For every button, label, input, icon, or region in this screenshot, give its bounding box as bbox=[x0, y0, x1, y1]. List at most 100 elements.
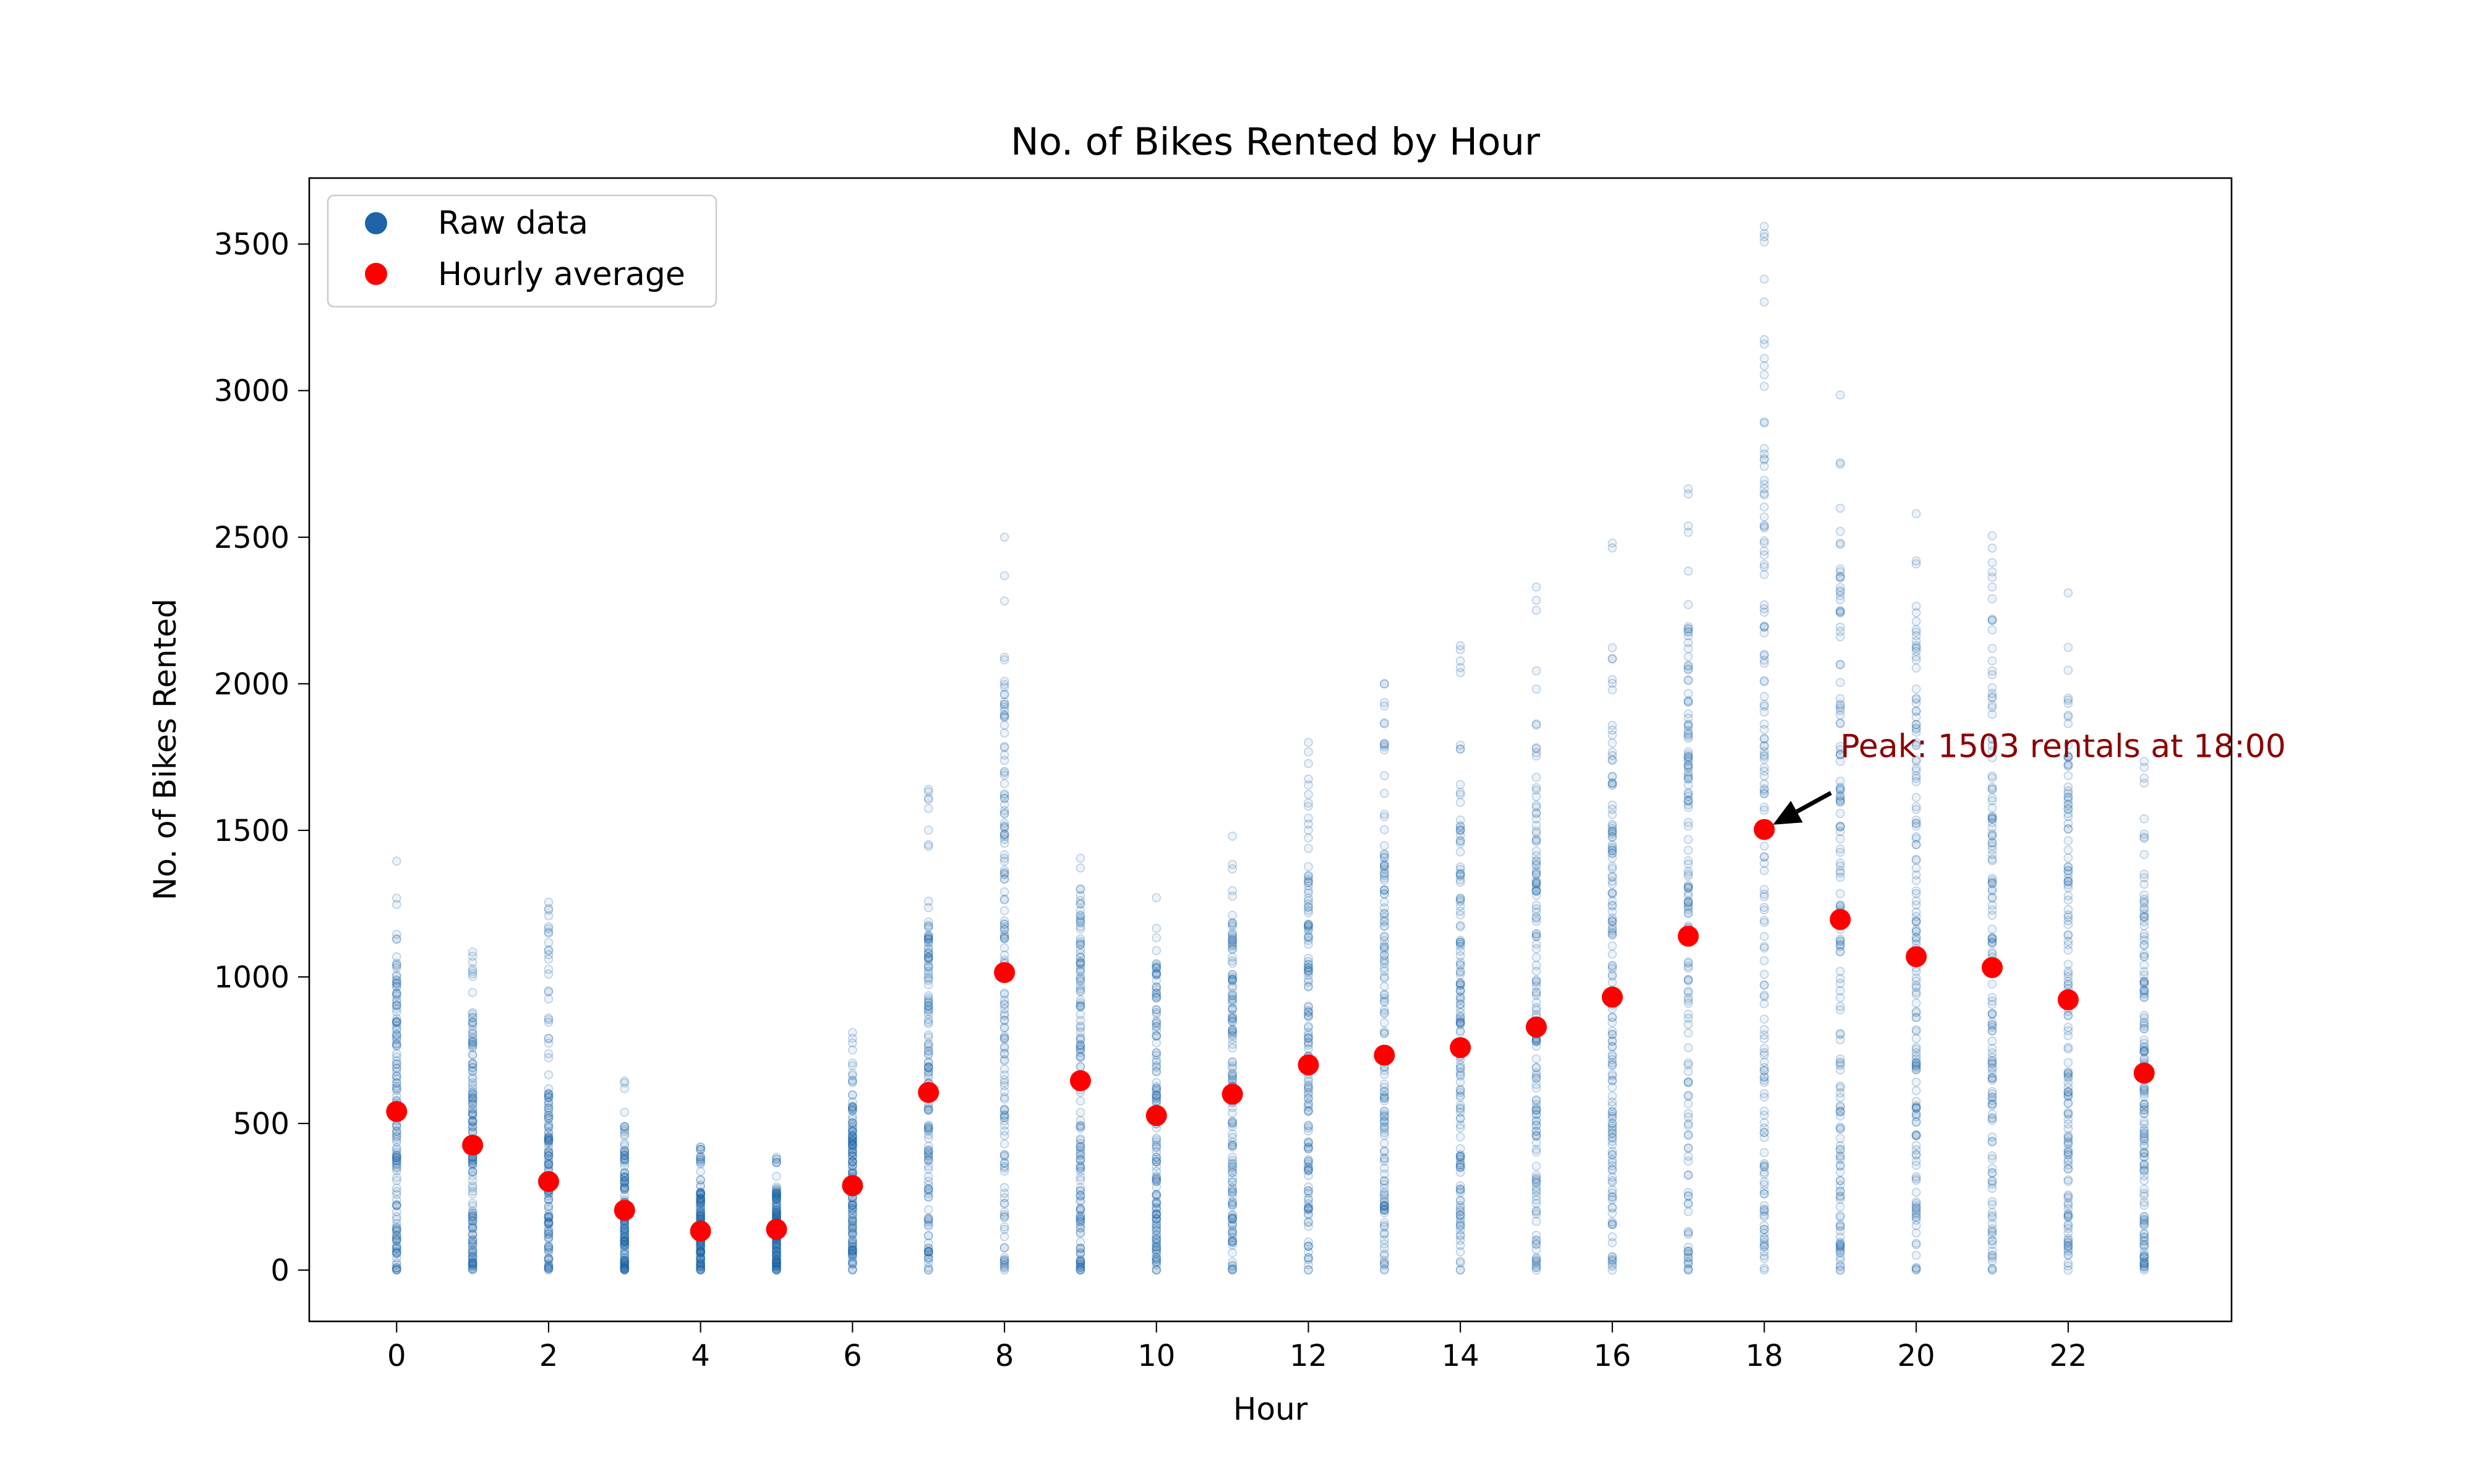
raw-point bbox=[1076, 1249, 1085, 1259]
raw-point bbox=[848, 1141, 857, 1151]
x-tick-label: 20 bbox=[1898, 1339, 1935, 1373]
raw-point bbox=[392, 1207, 401, 1216]
raw-point bbox=[1987, 1264, 1997, 1274]
raw-point bbox=[392, 1021, 401, 1030]
raw-point bbox=[1531, 582, 1541, 592]
raw-point bbox=[1076, 964, 1085, 973]
x-tick-label: 22 bbox=[2049, 1339, 2087, 1373]
raw-point bbox=[620, 1255, 630, 1265]
raw-point bbox=[696, 1252, 705, 1261]
raw-point bbox=[999, 1222, 1009, 1232]
raw-point bbox=[923, 1247, 933, 1257]
raw-point bbox=[468, 1110, 477, 1119]
raw-point bbox=[772, 1188, 781, 1198]
raw-point bbox=[392, 1039, 401, 1049]
raw-point bbox=[468, 1083, 477, 1093]
raw-point bbox=[392, 1030, 401, 1039]
raw-point bbox=[1076, 986, 1085, 996]
raw-point bbox=[2063, 1010, 2073, 1020]
raw-point bbox=[468, 1216, 477, 1226]
raw-point bbox=[544, 1132, 554, 1142]
average-point bbox=[690, 1220, 711, 1242]
plot-area bbox=[309, 178, 2232, 1321]
raw-point bbox=[1760, 600, 1769, 610]
raw-point bbox=[696, 1187, 705, 1197]
raw-point bbox=[620, 1122, 630, 1131]
raw-point bbox=[620, 1175, 630, 1185]
raw-point bbox=[1152, 945, 1162, 955]
raw-point bbox=[2063, 719, 2073, 728]
raw-point bbox=[1152, 1243, 1162, 1252]
raw-point bbox=[620, 1255, 630, 1265]
raw-point bbox=[1455, 780, 1465, 790]
raw-point bbox=[468, 1009, 477, 1019]
raw-point bbox=[544, 1033, 554, 1043]
raw-point bbox=[2063, 966, 2073, 976]
raw-point bbox=[1152, 1137, 1162, 1147]
raw-point bbox=[1531, 886, 1541, 896]
raw-point bbox=[1987, 905, 1997, 915]
raw-point bbox=[1228, 918, 1237, 927]
raw-point bbox=[1076, 1243, 1085, 1253]
raw-point bbox=[392, 1234, 401, 1244]
raw-point bbox=[2139, 1105, 2149, 1115]
raw-point bbox=[544, 1245, 554, 1255]
raw-point bbox=[2139, 909, 2149, 919]
raw-point bbox=[468, 1239, 477, 1248]
raw-point bbox=[620, 1258, 630, 1267]
raw-point bbox=[1152, 1265, 1162, 1275]
raw-point bbox=[1760, 1229, 1769, 1239]
raw-point bbox=[468, 1043, 477, 1052]
raw-point bbox=[1228, 1258, 1237, 1267]
raw-point bbox=[696, 1195, 705, 1205]
raw-point bbox=[696, 1207, 705, 1217]
raw-point bbox=[1760, 1148, 1769, 1158]
raw-point bbox=[923, 1145, 933, 1155]
raw-point bbox=[1152, 1176, 1162, 1186]
raw-point bbox=[544, 1233, 554, 1243]
raw-point bbox=[1455, 798, 1465, 808]
raw-point bbox=[848, 1200, 857, 1209]
raw-point bbox=[999, 829, 1009, 838]
raw-point bbox=[620, 1232, 630, 1242]
raw-point bbox=[999, 697, 1009, 707]
raw-point bbox=[848, 1126, 857, 1136]
raw-point bbox=[923, 972, 933, 982]
raw-point bbox=[620, 1264, 630, 1273]
raw-point bbox=[468, 1235, 477, 1244]
raw-point bbox=[468, 1230, 477, 1240]
raw-point bbox=[392, 991, 401, 1000]
raw-point bbox=[1228, 974, 1237, 984]
raw-point bbox=[696, 1264, 705, 1274]
raw-point bbox=[1076, 1175, 1085, 1185]
y-axis-label: No. of Bikes Rented bbox=[147, 599, 183, 900]
raw-point bbox=[999, 690, 1009, 699]
raw-point bbox=[392, 1253, 401, 1263]
raw-point bbox=[1531, 1132, 1541, 1141]
raw-point bbox=[1760, 676, 1769, 686]
raw-point bbox=[1607, 748, 1617, 757]
raw-point bbox=[392, 900, 401, 910]
raw-point bbox=[468, 1050, 477, 1060]
raw-point bbox=[923, 793, 933, 803]
raw-point bbox=[1152, 1253, 1162, 1263]
raw-point bbox=[1911, 855, 1921, 865]
raw-point bbox=[696, 1264, 705, 1274]
raw-point bbox=[2139, 1017, 2149, 1027]
raw-point bbox=[1152, 1031, 1162, 1041]
raw-point bbox=[848, 1242, 857, 1252]
raw-point bbox=[848, 1102, 857, 1111]
raw-point bbox=[1987, 703, 1997, 712]
raw-point bbox=[392, 1244, 401, 1253]
raw-point bbox=[1076, 1021, 1085, 1031]
raw-point bbox=[1607, 840, 1617, 850]
raw-point bbox=[1076, 1156, 1085, 1165]
raw-point bbox=[1760, 650, 1769, 660]
raw-point bbox=[1684, 566, 1693, 576]
raw-point bbox=[468, 1224, 477, 1234]
raw-point bbox=[544, 1262, 554, 1272]
raw-point bbox=[923, 1155, 933, 1165]
raw-point bbox=[1607, 1149, 1617, 1159]
raw-point bbox=[772, 1261, 781, 1271]
raw-point bbox=[772, 1242, 781, 1251]
